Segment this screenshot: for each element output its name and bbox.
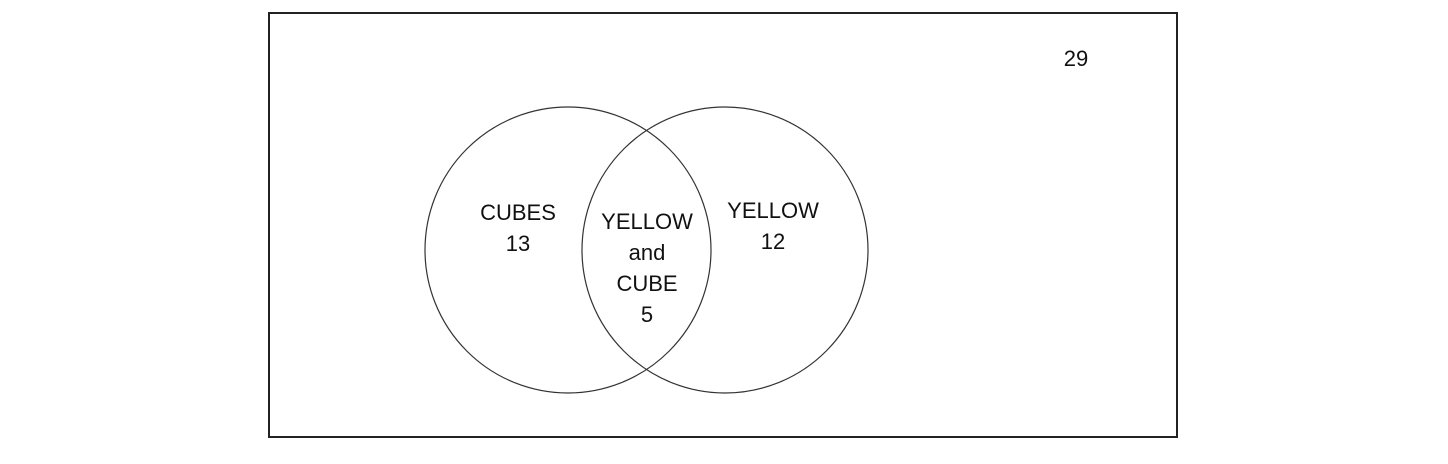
yellow-count: 12 <box>761 229 785 254</box>
universe-total: 29 <box>1064 46 1088 71</box>
universe-border <box>268 12 1178 438</box>
yellow-label: YELLOW <box>727 198 819 223</box>
intersection-label-line1: YELLOW <box>601 209 693 234</box>
yellow-circle <box>581 106 869 394</box>
intersection-label-line2: and <box>629 240 666 265</box>
cubes-count: 13 <box>506 231 530 256</box>
intersection-count: 5 <box>641 302 653 327</box>
intersection-label-line3: CUBE <box>616 271 677 296</box>
cubes-circle <box>424 106 712 394</box>
cubes-label: CUBES <box>480 200 556 225</box>
